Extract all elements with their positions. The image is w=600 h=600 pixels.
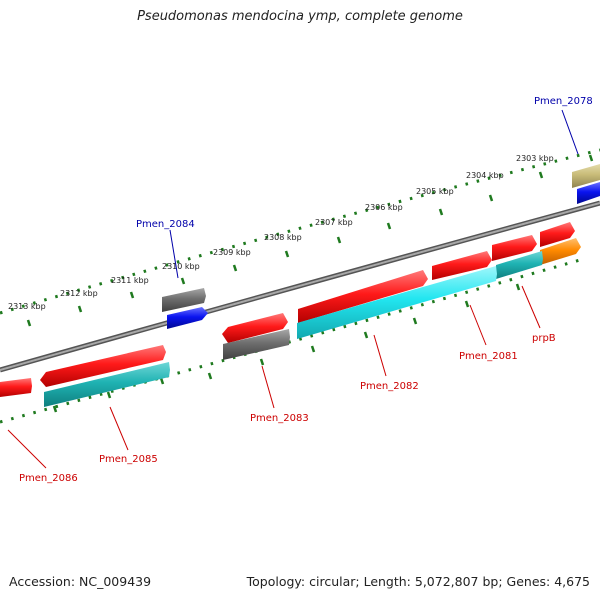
ruler-tick bbox=[232, 264, 238, 272]
ruler-label-2303: 2303 kbp bbox=[516, 154, 554, 163]
cds-feature[interactable] bbox=[167, 307, 208, 329]
outer-ruler-labels: 2313 kbp 2312 kbp 2311 kbp 2310 kbp 2309… bbox=[8, 154, 554, 311]
gene-label-pmen-2084[interactable]: Pmen_2084 bbox=[136, 219, 195, 230]
ruler-tick bbox=[515, 283, 521, 291]
outer-ruler-arc bbox=[0, 148, 600, 315]
gene-label-pmen-2081[interactable]: Pmen_2081 bbox=[459, 351, 518, 362]
ruler-tick bbox=[336, 236, 342, 244]
accession-text: Accession: NC_009439 bbox=[9, 574, 152, 589]
reverse-strand-features bbox=[44, 238, 581, 407]
ruler-tick bbox=[588, 154, 594, 162]
ruler-tick bbox=[310, 345, 316, 353]
inner-ruler-arc bbox=[0, 258, 581, 424]
leader-pmen-2084 bbox=[169, 229, 179, 279]
cds-feature[interactable] bbox=[577, 182, 600, 204]
ruler-tick bbox=[363, 331, 369, 339]
ruler-tick bbox=[488, 194, 494, 202]
ruler-tick bbox=[52, 405, 58, 413]
ruler-tick bbox=[438, 208, 444, 216]
ruler-tick bbox=[26, 319, 32, 327]
leader-pmen-2083 bbox=[261, 365, 275, 409]
cds-feature[interactable] bbox=[0, 378, 32, 397]
ruler-label-2310: 2310 kbp bbox=[162, 262, 200, 271]
cds-feature[interactable] bbox=[540, 238, 581, 265]
cds-feature[interactable] bbox=[44, 362, 170, 407]
ruler-tick bbox=[159, 377, 165, 385]
topology-text: Topology: circular; Length: 5,072,807 bp… bbox=[246, 574, 590, 589]
ruler-tick bbox=[180, 277, 186, 285]
map-title: Pseudomonas mendocina ymp, complete geno… bbox=[137, 9, 463, 24]
leader-pmen-2085 bbox=[109, 406, 129, 451]
gene-label-pmen-2085[interactable]: Pmen_2085 bbox=[99, 454, 158, 465]
leader-pmen-2082 bbox=[373, 334, 387, 377]
ruler-tick bbox=[259, 358, 265, 366]
cds-feature[interactable] bbox=[540, 222, 575, 247]
ruler-tick bbox=[207, 372, 213, 380]
ruler-tick bbox=[129, 291, 135, 299]
ruler-tick bbox=[538, 171, 544, 179]
ruler-tick bbox=[77, 305, 83, 313]
gene-labels: Pmen_2078 Pmen_2084 Pmen_2081 prpB Pmen_… bbox=[19, 96, 593, 484]
cds-feature[interactable] bbox=[162, 288, 206, 312]
gene-label-pmen-2082[interactable]: Pmen_2082 bbox=[360, 381, 419, 392]
ruler-label-2311: 2311 kbp bbox=[111, 276, 149, 285]
gene-label-pmen-2086[interactable]: Pmen_2086 bbox=[19, 473, 78, 484]
ruler-label-2308: 2308 kbp bbox=[264, 233, 302, 242]
ruler-label-2313: 2313 kbp bbox=[8, 302, 46, 311]
leader-pmen-2081 bbox=[469, 304, 487, 346]
ruler-tick bbox=[106, 391, 112, 399]
label-leader-lines bbox=[7, 109, 579, 469]
ruler-label-2305: 2305 kbp bbox=[416, 187, 454, 196]
cds-feature[interactable] bbox=[432, 251, 492, 280]
cds-feature[interactable] bbox=[496, 251, 543, 279]
cds-feature[interactable] bbox=[492, 235, 537, 261]
ruler-label-2307: 2307 kbp bbox=[315, 218, 353, 227]
ruler-label-2312: 2312 kbp bbox=[60, 289, 98, 298]
outer-ruler-major-ticks bbox=[26, 154, 594, 327]
ruler-tick bbox=[284, 250, 290, 258]
ruler-label-2306: 2306 kbp bbox=[365, 203, 403, 212]
ruler-tick bbox=[412, 317, 418, 325]
cds-feature[interactable] bbox=[298, 270, 428, 323]
cds-feature[interactable] bbox=[297, 266, 497, 339]
gene-label-pmen-2078[interactable]: Pmen_2078 bbox=[534, 96, 593, 107]
ruler-label-2309: 2309 kbp bbox=[213, 248, 251, 257]
inner-ruler-major-ticks bbox=[52, 283, 521, 413]
cds-feature[interactable] bbox=[572, 164, 600, 188]
cds-feature[interactable] bbox=[223, 329, 290, 360]
ruler-tick bbox=[386, 222, 392, 230]
leader-pmen-2086 bbox=[7, 429, 47, 469]
ruler-label-2304: 2304 kbp bbox=[466, 171, 504, 180]
leader-prpb bbox=[521, 285, 541, 329]
forward-strand-features bbox=[0, 164, 600, 397]
gene-label-prpb[interactable]: prpB bbox=[532, 333, 556, 344]
cds-feature[interactable] bbox=[40, 345, 166, 387]
leader-pmen-2078 bbox=[561, 109, 579, 155]
cds-feature[interactable] bbox=[222, 313, 288, 343]
genome-backbone-highlight bbox=[0, 202, 600, 371]
ruler-tick bbox=[464, 300, 470, 308]
gene-label-pmen-2083[interactable]: Pmen_2083 bbox=[250, 413, 309, 424]
